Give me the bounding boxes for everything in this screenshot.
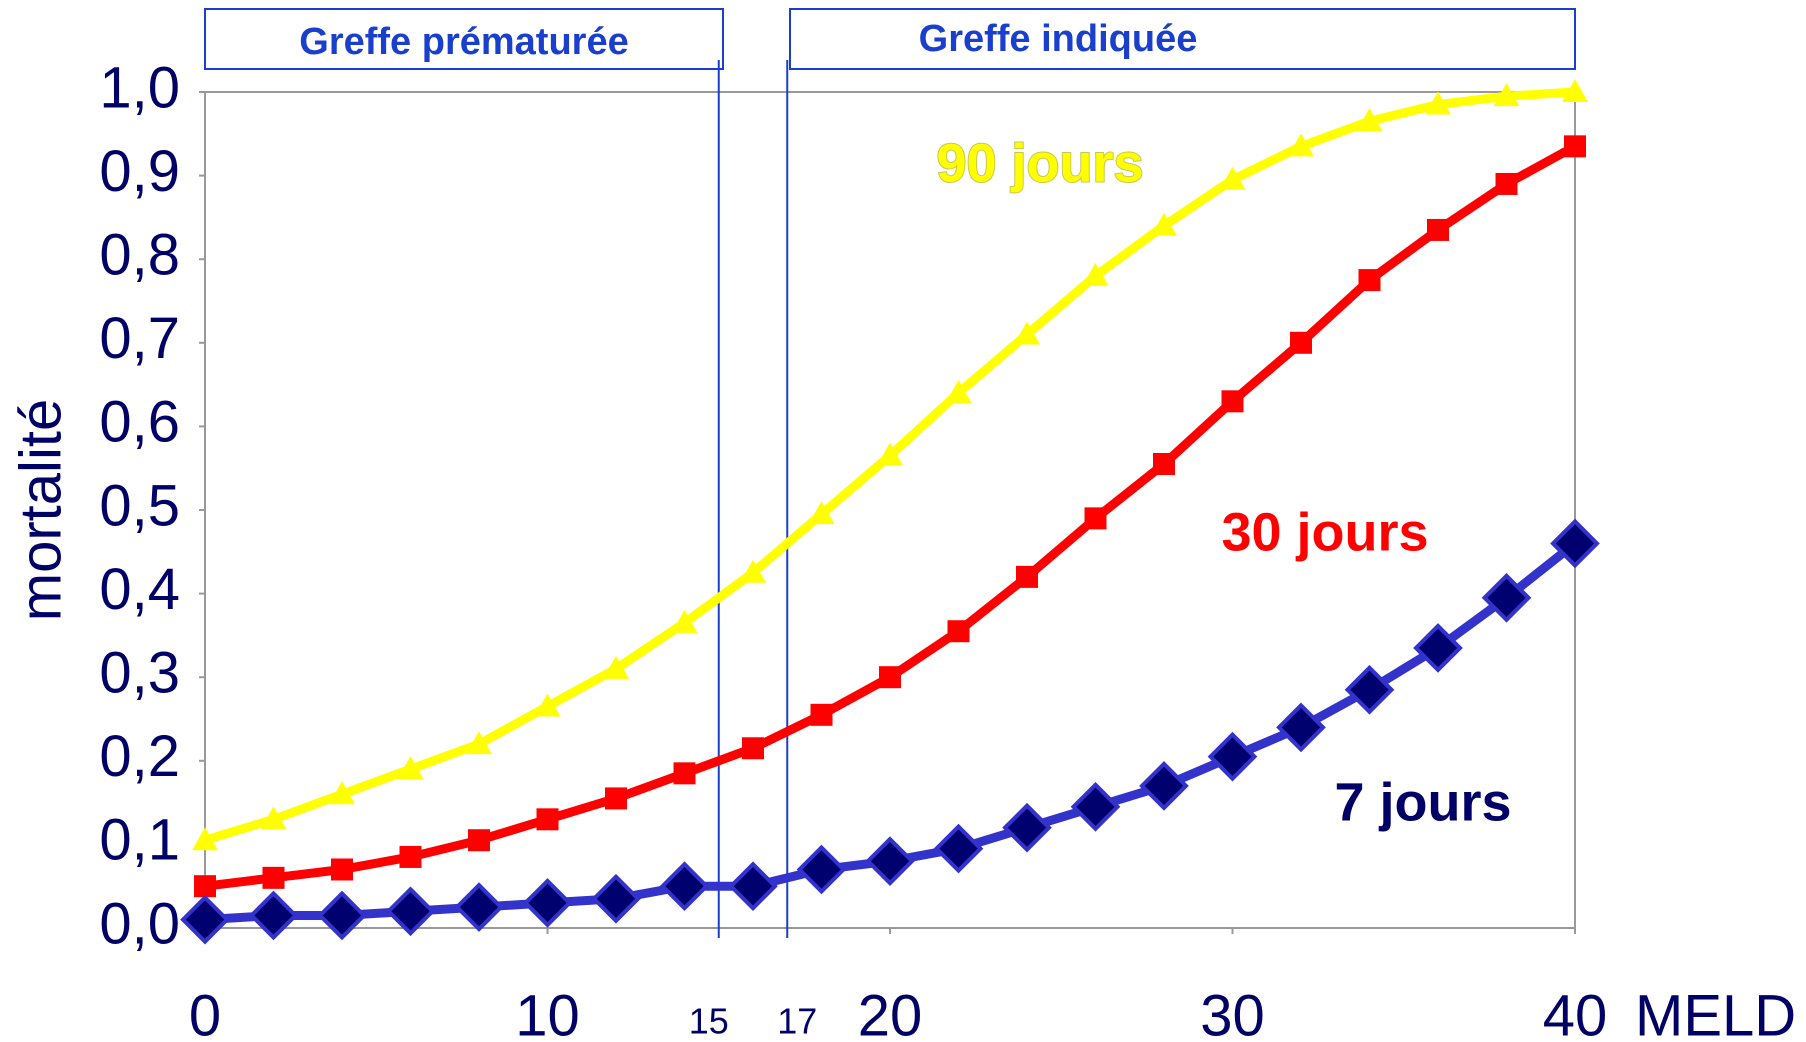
marker-label: 17 — [777, 1001, 817, 1042]
point — [947, 620, 970, 643]
region-box — [204, 8, 724, 70]
point — [534, 693, 561, 717]
point — [1562, 79, 1588, 102]
y-tick-label: 0,3 — [99, 641, 180, 706]
x-tick-label: 20 — [858, 983, 923, 1042]
point — [865, 836, 915, 886]
point — [1002, 802, 1052, 853]
point — [248, 890, 299, 941]
point — [1276, 702, 1326, 753]
x-tick-label: 30 — [1200, 983, 1265, 1042]
point — [1151, 212, 1177, 236]
point — [454, 882, 504, 932]
point — [260, 806, 287, 830]
point — [466, 731, 492, 755]
point — [536, 808, 559, 831]
point — [1495, 172, 1518, 195]
point — [180, 894, 230, 945]
point — [877, 442, 903, 466]
x-tick-label: 0 — [189, 983, 221, 1042]
y-tick-label: 0,7 — [99, 306, 180, 371]
point — [605, 787, 627, 810]
point — [671, 609, 698, 633]
point — [1564, 135, 1586, 158]
y-tick-label: 0,9 — [99, 139, 180, 204]
point — [1139, 761, 1189, 811]
point — [1070, 781, 1121, 832]
region-box — [789, 8, 1576, 70]
point — [808, 501, 835, 525]
region-label: Greffe indiquée — [919, 18, 1198, 60]
y-tick-label: 0,8 — [99, 223, 180, 288]
point — [1413, 623, 1463, 673]
point — [192, 827, 218, 851]
point — [194, 875, 216, 898]
point — [1084, 507, 1107, 530]
point — [522, 878, 573, 928]
y-axis-title: mortalité — [8, 399, 73, 621]
point — [810, 703, 833, 726]
point — [1550, 518, 1600, 569]
point — [945, 379, 972, 403]
y-tick-label: 0,5 — [99, 473, 180, 538]
x-axis-title: MELD — [1635, 983, 1796, 1042]
point — [1153, 453, 1175, 476]
point — [1219, 166, 1246, 190]
point — [331, 858, 353, 881]
point — [1016, 565, 1038, 588]
point — [879, 666, 901, 689]
point — [659, 861, 710, 912]
point — [1356, 108, 1383, 132]
plot-area — [204, 91, 1576, 929]
point — [1425, 91, 1451, 115]
series-label: 90 jours — [936, 133, 1143, 193]
point — [385, 886, 436, 937]
point — [1221, 390, 1244, 413]
point — [1358, 269, 1381, 292]
point — [1207, 731, 1258, 782]
point — [317, 890, 367, 941]
point — [397, 756, 424, 780]
point — [742, 737, 764, 760]
y-tick-label: 0,6 — [99, 390, 180, 455]
point — [740, 559, 766, 583]
y-tick-label: 0,0 — [99, 891, 180, 956]
point — [1493, 83, 1520, 107]
point — [1082, 262, 1109, 286]
series-label: 30 jours — [1221, 502, 1428, 562]
point — [1014, 321, 1040, 345]
y-tick-label: 1,0 — [99, 55, 180, 120]
point — [591, 873, 641, 924]
point — [1288, 133, 1314, 157]
point — [933, 823, 984, 874]
x-tick-label: 10 — [515, 983, 580, 1042]
point — [329, 781, 355, 805]
y-tick-label: 0,2 — [99, 724, 180, 789]
x-tick-label: 40 — [1543, 983, 1608, 1042]
y-tick-label: 0,4 — [99, 557, 180, 622]
point — [728, 861, 778, 912]
point — [796, 844, 847, 895]
point — [603, 655, 629, 679]
point — [262, 866, 285, 889]
region-label: Greffe prématurée — [299, 21, 628, 63]
point — [1481, 572, 1532, 623]
point — [1344, 664, 1395, 715]
point — [673, 762, 696, 785]
point — [399, 845, 422, 868]
point — [1290, 331, 1312, 354]
point — [1427, 218, 1449, 241]
point — [468, 829, 490, 852]
marker-label: 15 — [689, 1001, 729, 1042]
series-label: 7 jours — [1334, 772, 1511, 832]
y-tick-label: 0,1 — [99, 808, 180, 873]
